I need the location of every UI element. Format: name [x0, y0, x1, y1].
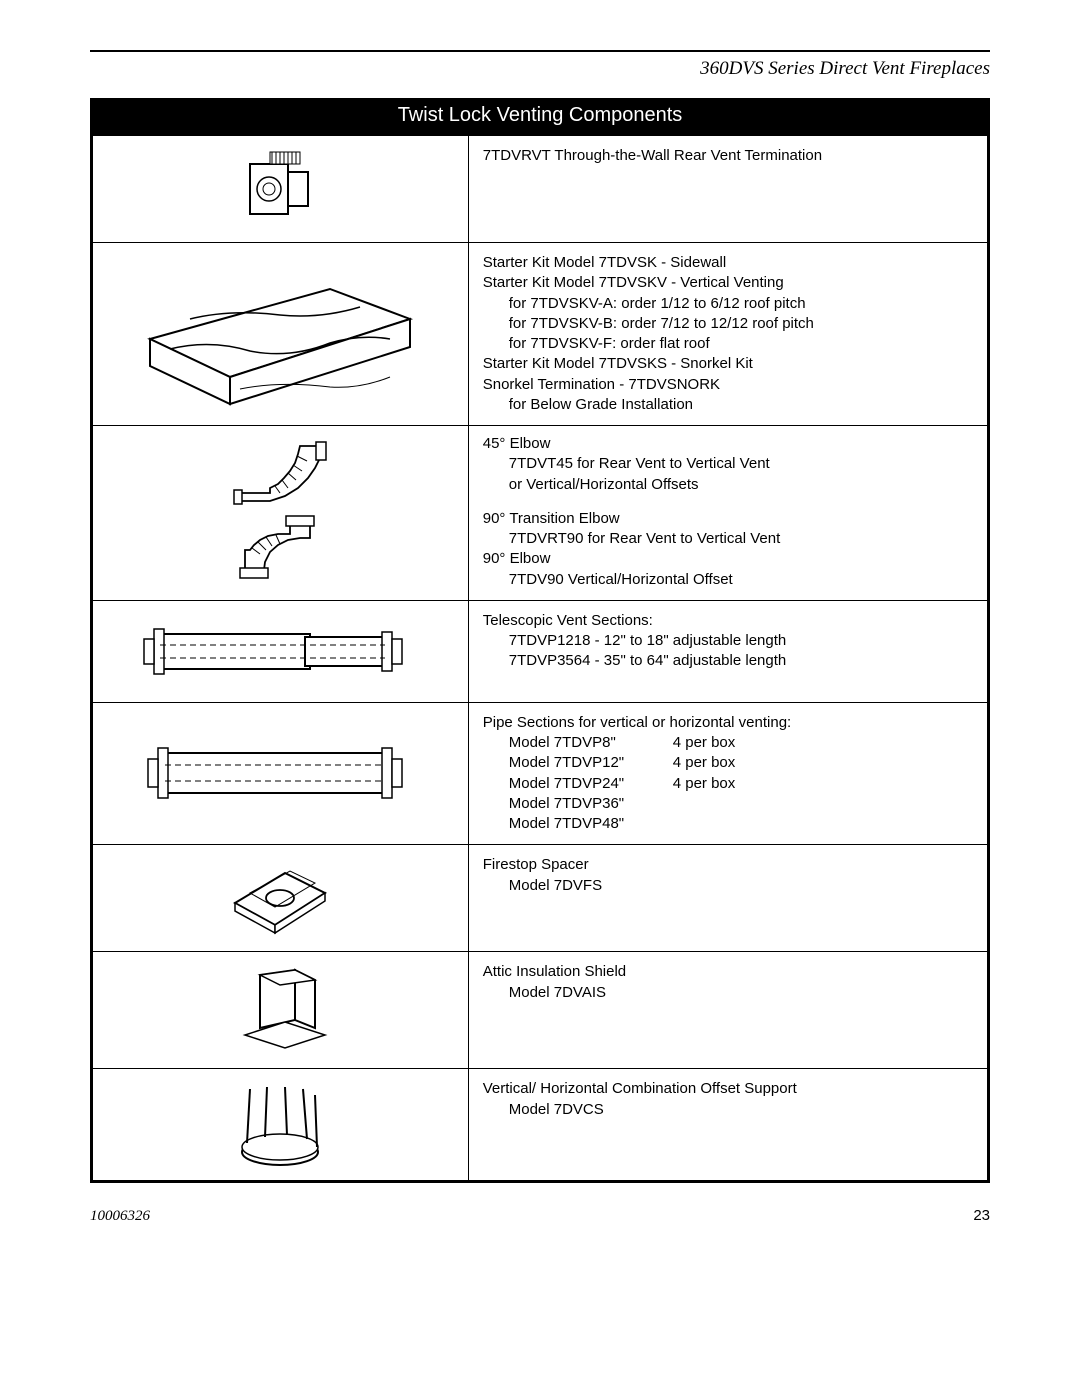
- component-illustration-cell: [92, 1069, 469, 1182]
- component-text: Model 7DVFS: [483, 876, 973, 896]
- table-row: Firestop Spacer Model 7DVFS: [92, 845, 989, 952]
- component-text: Model 7TDVP8": [483, 733, 673, 753]
- elbow-90-icon: [220, 510, 340, 588]
- component-description-cell: Attic Insulation Shield Model 7DVAIS: [468, 952, 988, 1069]
- component-text: Model 7TDVP48": [483, 814, 673, 834]
- component-text: 4 per box: [673, 733, 736, 753]
- table-row: Telescopic Vent Sections: 7TDVP1218 - 12…: [92, 600, 989, 702]
- component-description-cell: Pipe Sections for vertical or horizontal…: [468, 702, 988, 845]
- component-text: Model 7TDVP24": [483, 774, 673, 794]
- component-text: 7TDV90 Vertical/Horizontal Offset: [483, 570, 973, 590]
- component-text: Snorkel Termination - 7TDVSNORK: [483, 376, 720, 393]
- component-text: Model 7DVAIS: [483, 983, 973, 1003]
- section-title-bar: Twist Lock Venting Components: [90, 98, 990, 133]
- component-text: for 7TDVSKV-A: order 1/12 to 6/12 roof p…: [483, 294, 973, 314]
- component-text: Telescopic Vent Sections:: [483, 612, 653, 629]
- page-footer: 10006326 23: [90, 1207, 990, 1225]
- attic-shield-icon: [225, 960, 335, 1060]
- component-description-cell: Telescopic Vent Sections: 7TDVP1218 - 12…: [468, 600, 988, 702]
- component-text: Pipe Sections for vertical or horizontal…: [483, 714, 792, 731]
- telescopic-vent-icon: [130, 609, 430, 694]
- table-row: Attic Insulation Shield Model 7DVAIS: [92, 952, 989, 1069]
- component-text: for 7TDVSKV-B: order 7/12 to 12/12 roof …: [483, 314, 973, 334]
- component-text: Starter Kit Model 7TDVSKV - Vertical Ven…: [483, 274, 784, 291]
- document-number: 10006326: [90, 1208, 150, 1225]
- component-text: 90° Elbow: [483, 550, 551, 567]
- component-illustration-cell: [92, 952, 469, 1069]
- component-description-cell: 45° Elbow 7TDVT45 for Rear Vent to Verti…: [468, 426, 988, 601]
- elbow-45-icon: [220, 438, 340, 508]
- component-text: Vertical/ Horizontal Combination Offset …: [483, 1080, 797, 1097]
- component-text: Model 7TDVP36": [483, 794, 673, 814]
- component-text: Starter Kit Model 7TDVSK - Sidewall: [483, 254, 726, 271]
- starter-kit-box-icon: [130, 259, 430, 409]
- offset-support-icon: [225, 1077, 335, 1172]
- component-text: for 7TDVSKV-F: order flat roof: [483, 334, 973, 354]
- component-description-cell: Firestop Spacer Model 7DVFS: [468, 845, 988, 952]
- table-row: Pipe Sections for vertical or horizontal…: [92, 702, 989, 845]
- component-text: Attic Insulation Shield: [483, 963, 626, 980]
- component-illustration-cell: [92, 600, 469, 702]
- component-text: 45° Elbow: [483, 435, 551, 452]
- component-text: 7TDVP1218 - 12" to 18" adjustable length: [483, 631, 973, 651]
- component-text: 90° Transition Elbow: [483, 510, 620, 527]
- component-text: 7TDVRVT Through-the-Wall Rear Vent Termi…: [483, 147, 822, 164]
- component-illustration-cell: [92, 135, 469, 243]
- page-number: 23: [973, 1207, 990, 1224]
- rear-vent-termination-icon: [220, 144, 340, 234]
- component-text: Firestop Spacer: [483, 856, 589, 873]
- component-illustration-cell: [92, 702, 469, 845]
- component-text: 7TDVRT90 for Rear Vent to Vertical Vent: [483, 529, 973, 549]
- table-row: Vertical/ Horizontal Combination Offset …: [92, 1069, 989, 1182]
- component-illustration-cell: [92, 426, 469, 601]
- components-table: 7TDVRVT Through-the-Wall Rear Vent Termi…: [90, 133, 990, 1183]
- table-row: 7TDVRVT Through-the-Wall Rear Vent Termi…: [92, 135, 989, 243]
- component-text: Model 7DVCS: [483, 1100, 973, 1120]
- component-description-cell: 7TDVRVT Through-the-Wall Rear Vent Termi…: [468, 135, 988, 243]
- firestop-spacer-icon: [215, 853, 345, 943]
- component-description-cell: Vertical/ Horizontal Combination Offset …: [468, 1069, 988, 1182]
- component-text: Starter Kit Model 7TDVSKS - Snorkel Kit: [483, 355, 753, 372]
- table-row: 45° Elbow 7TDVT45 for Rear Vent to Verti…: [92, 426, 989, 601]
- component-illustration-cell: [92, 243, 469, 426]
- document-title: 360DVS Series Direct Vent Fireplaces: [90, 58, 990, 80]
- component-text: Model 7TDVP12": [483, 753, 673, 773]
- component-illustration-cell: [92, 845, 469, 952]
- pipe-section-icon: [130, 731, 430, 816]
- component-description-cell: Starter Kit Model 7TDVSK - Sidewall Star…: [468, 243, 988, 426]
- component-text: or Vertical/Horizontal Offsets: [483, 475, 973, 495]
- header-rule: [90, 50, 990, 52]
- component-text: 7TDVP3564 - 35" to 64" adjustable length: [483, 651, 973, 671]
- component-text: for Below Grade Installation: [483, 395, 973, 415]
- component-text: 7TDVT45 for Rear Vent to Vertical Vent: [483, 454, 973, 474]
- component-text: 4 per box: [673, 753, 736, 773]
- table-row: Starter Kit Model 7TDVSK - Sidewall Star…: [92, 243, 989, 426]
- component-text: 4 per box: [673, 774, 736, 794]
